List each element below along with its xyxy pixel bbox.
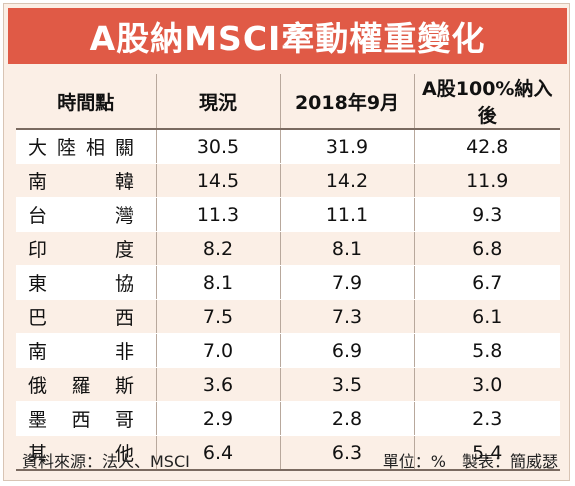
table-header-row: 時間點 現況 2018年9月 A股100%納入後 — [16, 74, 560, 130]
infographic-frame: A股納MSCI牽動權重變化 時間點 現況 2018年9月 A股100%納入後 大… — [3, 3, 570, 481]
full-inclusion-cell: 2.3 — [413, 401, 560, 436]
country-label: 台 灣 — [28, 205, 134, 227]
country-cell: 台 灣 — [16, 197, 156, 232]
table-row: 其 他 6.4 6.3 5.4 — [16, 435, 560, 471]
table-row: 墨 西 哥 2.9 2.8 2.3 — [16, 401, 560, 436]
current-cell: 14.5 — [155, 163, 280, 198]
sep2018-cell: 14.2 — [279, 163, 414, 198]
current-cell: 6.4 — [155, 435, 280, 471]
full-inclusion-cell: 9.3 — [413, 197, 560, 232]
full-inclusion-cell: 6.7 — [413, 265, 560, 300]
full-inclusion-cell: 5.4 — [413, 435, 560, 471]
current-cell: 8.2 — [155, 231, 280, 266]
country-label: 東 協 — [28, 273, 134, 295]
country-label: 南 韓 — [28, 171, 134, 193]
sep2018-cell: 7.3 — [279, 299, 414, 334]
column-header-sep2018: 2018年9月 — [279, 74, 414, 130]
sep2018-cell: 6.9 — [279, 333, 414, 368]
country-label: 其 他 — [28, 443, 134, 465]
country-label: 大陸相關 — [28, 137, 134, 159]
full-inclusion-cell: 11.9 — [413, 163, 560, 198]
current-cell: 3.6 — [155, 367, 280, 402]
page-title: A股納MSCI牽動權重變化 — [89, 19, 486, 58]
country-cell: 印 度 — [16, 231, 156, 266]
sep2018-cell: 11.1 — [279, 197, 414, 232]
table-row: 東 協 8.1 7.9 6.7 — [16, 265, 560, 300]
table-row: 俄 羅 斯 3.6 3.5 3.0 — [16, 367, 560, 402]
sep2018-cell: 3.5 — [279, 367, 414, 402]
source-note: 資料來源：法人、MSCI — [22, 452, 190, 471]
current-cell: 2.9 — [155, 401, 280, 436]
unit-credit-note: 單位：% 製表：簡威瑟 — [382, 452, 558, 471]
sep2018-cell: 31.9 — [279, 129, 414, 164]
full-inclusion-cell: 6.8 — [413, 231, 560, 266]
column-header-full-inclusion: A股100%納入後 — [413, 74, 560, 130]
full-inclusion-cell: 6.1 — [413, 299, 560, 334]
full-inclusion-cell: 3.0 — [413, 367, 560, 402]
table-row: 台 灣 11.3 11.1 9.3 — [16, 197, 560, 232]
table-row: 巴 西 7.5 7.3 6.1 — [16, 299, 560, 334]
current-cell: 11.3 — [155, 197, 280, 232]
country-cell: 其 他 — [16, 435, 156, 471]
country-label: 印 度 — [28, 239, 134, 261]
country-cell: 南 韓 — [16, 163, 156, 198]
table-row: 大陸相關 30.5 31.9 42.8 — [16, 129, 560, 164]
sep2018-cell: 8.1 — [279, 231, 414, 266]
full-inclusion-cell: 42.8 — [413, 129, 560, 164]
country-label: 巴 西 — [28, 307, 134, 329]
country-label: 墨 西 哥 — [28, 409, 134, 431]
table-row: 南 非 7.0 6.9 5.8 — [16, 333, 560, 368]
country-cell: 大陸相關 — [16, 129, 156, 164]
full-inclusion-cell: 5.8 — [413, 333, 560, 368]
sep2018-cell: 2.8 — [279, 401, 414, 436]
title-banner: A股納MSCI牽動權重變化 — [8, 8, 567, 64]
country-cell: 墨 西 哥 — [16, 401, 156, 436]
current-cell: 7.0 — [155, 333, 280, 368]
current-cell: 8.1 — [155, 265, 280, 300]
country-cell: 俄 羅 斯 — [16, 367, 156, 402]
country-label: 南 非 — [28, 341, 134, 363]
country-cell: 東 協 — [16, 265, 156, 300]
weight-table: 時間點 現況 2018年9月 A股100%納入後 大陸相關 30.5 31.9 42.… — [16, 74, 560, 471]
sep2018-cell: 6.3 — [279, 435, 414, 471]
table-row: 南 韓 14.5 14.2 11.9 — [16, 163, 560, 198]
country-label: 俄 羅 斯 — [28, 375, 134, 397]
current-cell: 30.5 — [155, 129, 280, 164]
current-cell: 7.5 — [155, 299, 280, 334]
country-cell: 南 非 — [16, 333, 156, 368]
column-header-current: 現況 — [155, 74, 280, 130]
sep2018-cell: 7.9 — [279, 265, 414, 300]
country-cell: 巴 西 — [16, 299, 156, 334]
footer: 資料來源：法人、MSCI 單位：% 製表：簡威瑟 — [22, 448, 558, 472]
column-header-period: 時間點 — [16, 74, 156, 130]
table-row: 印 度 8.2 8.1 6.8 — [16, 231, 560, 266]
